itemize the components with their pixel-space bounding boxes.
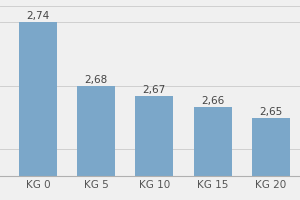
Text: 2,65: 2,65 bbox=[259, 107, 283, 117]
Bar bbox=[252, 118, 290, 200]
Bar bbox=[77, 86, 115, 200]
Text: 2,67: 2,67 bbox=[143, 85, 166, 95]
Text: 2,74: 2,74 bbox=[26, 11, 50, 21]
Text: 2,66: 2,66 bbox=[201, 96, 224, 106]
Bar bbox=[135, 96, 173, 200]
Bar bbox=[194, 107, 232, 200]
Text: 2,68: 2,68 bbox=[85, 75, 108, 85]
Bar bbox=[19, 22, 57, 200]
